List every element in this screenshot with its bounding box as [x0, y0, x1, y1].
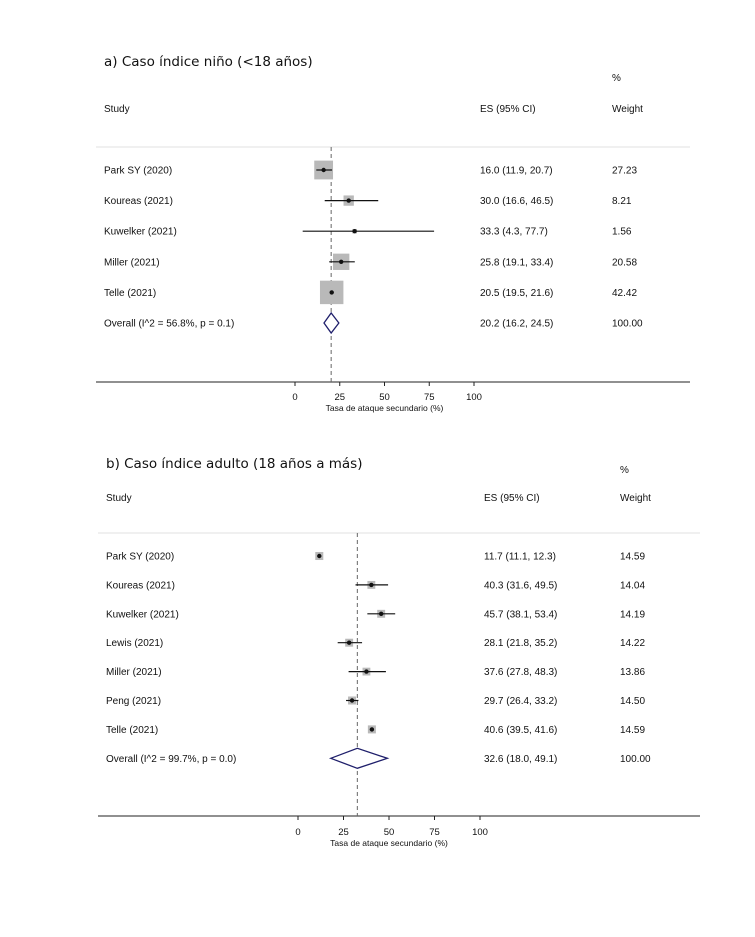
panel-b-weight-header: Weight — [620, 493, 651, 504]
panel-b-es-value: 40.3 (31.6, 49.5) — [484, 580, 557, 591]
panel-b-weight-value: 14.59 — [620, 552, 645, 563]
panel-b-point-estimate — [317, 553, 322, 559]
panel-a-es-value: 30.0 (16.6, 46.5) — [480, 196, 553, 207]
panel-b-weight-value: 14.59 — [620, 725, 645, 736]
panel-b-point-estimate — [349, 698, 355, 703]
panel-b-study-label: Miller (2021) — [106, 667, 162, 678]
panel-b-overall-label: Overall (I^2 = 99.7%, p = 0.0) — [106, 754, 236, 765]
panel-a-es-value: 33.3 (4.3, 77.7) — [480, 227, 548, 238]
panel-a-weight-value: 27.23 — [612, 166, 637, 177]
panel-b-study-label: Lewis (2021) — [106, 638, 163, 649]
panel-a-x-tick-label: 50 — [379, 392, 390, 403]
panel-b-weight-value: 14.50 — [620, 696, 645, 707]
panel-b-percent-header: % — [620, 465, 629, 476]
panel-b-title: b) Caso índice adulto (18 años a más) — [106, 456, 363, 472]
panel-b-point-estimate — [364, 669, 369, 674]
panel-a-x-tick-label: 0 — [292, 392, 297, 403]
panel-b-x-tick-label: 75 — [429, 827, 440, 838]
panel-a-es-value: 16.0 (11.9, 20.7) — [480, 166, 553, 177]
panel-b-weight-value: 14.19 — [620, 609, 645, 620]
panel-a-study-label: Koureas (2021) — [104, 196, 173, 207]
panel-b-study-label: Park SY (2020) — [106, 552, 174, 563]
panel-b-study-label: Kuwelker (2021) — [106, 609, 179, 620]
panel-a-x-axis-label: Tasa de ataque secundario (%) — [326, 403, 444, 413]
panel-b-x-tick-label: 100 — [472, 827, 488, 838]
panel-b-es-value: 40.6 (39.5, 41.6) — [484, 725, 557, 736]
panel-b-es-value: 45.7 (38.1, 53.4) — [484, 609, 557, 620]
panel-b-weight-value: 14.22 — [620, 638, 645, 649]
panel-a-weight-value: 20.58 — [612, 257, 637, 268]
panel-a-study-label: Miller (2021) — [104, 257, 160, 268]
panel-a-x-tick-label: 25 — [334, 392, 345, 403]
panel-b-point-estimate — [369, 727, 375, 732]
panel-a-point-estimate — [346, 198, 351, 203]
panel-a-point-estimate — [352, 229, 357, 234]
panel-a-point-estimate — [338, 259, 344, 264]
panel-b-study-label: Peng (2021) — [106, 696, 161, 707]
panel-b-es-value: 11.7 (11.1, 12.3) — [484, 552, 556, 563]
panel-a-title: a) Caso índice niño (<18 años) — [104, 54, 313, 70]
panel-b-x-tick-label: 0 — [295, 827, 300, 838]
panel-a-overall-diamond — [323, 311, 340, 335]
panel-b-overall-diamond — [328, 747, 390, 769]
panel-a-point-estimate — [321, 167, 326, 173]
panel-b-point-estimate — [369, 582, 374, 588]
panel-a-study-label: Telle (2021) — [104, 288, 156, 299]
panel-a-weight-value: 8.21 — [612, 196, 632, 207]
panel-b-x-tick-label: 25 — [338, 827, 349, 838]
panel-b-es-header: ES (95% CI) — [484, 493, 540, 504]
panel-a-weight-value: 42.42 — [612, 288, 637, 299]
panel-b-x-axis-label: Tasa de ataque secundario (%) — [330, 838, 448, 848]
panel-b-x-tick-label: 50 — [384, 827, 395, 838]
panel-a-study-header: Study — [104, 104, 130, 115]
panel-a-overall-weight-value: 100.00 — [612, 319, 643, 330]
panel-a-x-tick-label: 75 — [424, 392, 435, 403]
panel-a-weight-value: 1.56 — [612, 227, 632, 238]
panel-b-study-header: Study — [106, 493, 132, 504]
panel-a-overall-label: Overall (I^2 = 56.8%, p = 0.1) — [104, 319, 234, 330]
panel-b-overall-weight-value: 100.00 — [620, 754, 651, 765]
panel-a-overall-es-value: 20.2 (16.2, 24.5) — [480, 319, 553, 330]
panel-a-study-label: Kuwelker (2021) — [104, 227, 177, 238]
panel-b-overall-es-value: 32.6 (18.0, 49.1) — [484, 754, 557, 765]
panel-b-point-estimate — [378, 611, 384, 616]
panel-a-study-label: Park SY (2020) — [104, 166, 172, 177]
panel-a-weight-header: Weight — [612, 104, 643, 115]
panel-b-es-value: 37.6 (27.8, 48.3) — [484, 667, 557, 678]
panel-b-weight-value: 13.86 — [620, 667, 645, 678]
panel-b-study-label: Telle (2021) — [106, 725, 158, 736]
panel-b-weight-value: 14.04 — [620, 580, 645, 591]
panel-a-x-tick-label: 100 — [466, 392, 482, 403]
panel-a-es-value: 25.8 (19.1, 33.4) — [480, 257, 553, 268]
panel-b-study-label: Koureas (2021) — [106, 580, 175, 591]
panel-a-es-value: 20.5 (19.5, 21.6) — [480, 288, 553, 299]
panel-b-es-value: 29.7 (26.4, 33.2) — [484, 696, 557, 707]
panel-b-point-estimate — [346, 640, 352, 645]
panel-a-point-estimate — [329, 290, 334, 295]
panel-a-percent-header: % — [612, 73, 621, 84]
panel-b-es-value: 28.1 (21.8, 35.2) — [484, 638, 557, 649]
panel-a-es-header: ES (95% CI) — [480, 104, 536, 115]
